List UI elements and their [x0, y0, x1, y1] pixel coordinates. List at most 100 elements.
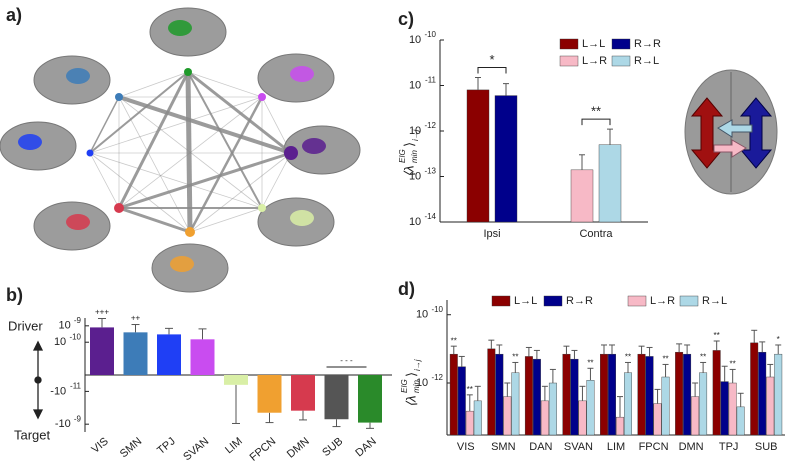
node [184, 68, 192, 76]
y-tick-exponent: -10 [424, 30, 436, 39]
bar [90, 327, 114, 375]
node [258, 204, 266, 212]
bar [637, 353, 646, 436]
bar [495, 353, 504, 436]
y-tick-exponent: -10 [69, 332, 81, 341]
x-tick-label: LIM [607, 441, 625, 453]
node [284, 146, 298, 160]
y-tick-exponent: -11 [70, 382, 82, 391]
bar [224, 375, 248, 385]
x-tick-label: TPJ [719, 441, 739, 453]
x-tick-label: DAN [529, 441, 552, 453]
driver-target-arrow [32, 340, 44, 420]
ylabel-sup: EIG [400, 379, 409, 393]
edge [261, 96, 292, 154]
significance: ** [512, 353, 518, 362]
bar [358, 375, 382, 423]
bar [586, 380, 595, 436]
x-tick-label: DMN [285, 435, 312, 460]
bar [570, 169, 594, 223]
bar [540, 400, 549, 436]
ylabel-close: ⟩ [401, 142, 416, 147]
x-tick-label: SVAN [564, 441, 593, 453]
panel-label: d) [398, 279, 415, 299]
significance-bracket [477, 66, 507, 74]
edge [187, 71, 263, 209]
x-tick-label: SUB [755, 441, 778, 453]
legend-swatch [627, 295, 647, 307]
significance: * [777, 335, 780, 344]
edge [189, 207, 263, 233]
y-axis-label: ⟨λ EIG min ⟩i→j [398, 129, 420, 177]
bar [699, 372, 708, 436]
node [185, 227, 195, 237]
edge [89, 96, 263, 154]
y-tick-label: 10 [54, 336, 66, 348]
bar [683, 353, 692, 436]
bar [157, 334, 181, 375]
legend-swatch [611, 55, 631, 67]
bar [562, 353, 571, 436]
bar [324, 375, 349, 420]
significance: ** [451, 336, 457, 345]
significance: - - - [340, 356, 353, 365]
y-tick-exponent: -11 [425, 76, 437, 85]
bar [598, 144, 622, 223]
y-tick-label: 10 [409, 170, 421, 182]
bar [645, 356, 654, 436]
ylabel-close: ⟩ [403, 372, 418, 377]
significance: ** [714, 331, 720, 340]
x-tick-label: LIM [223, 435, 245, 456]
significance: * [489, 52, 494, 67]
y-tick-exponent: -13 [424, 167, 436, 176]
edge [187, 71, 263, 98]
bar [457, 366, 466, 436]
y-tick-exponent: -12 [431, 373, 443, 382]
bar [257, 375, 282, 413]
bar [712, 350, 721, 436]
bar [578, 400, 587, 436]
significance: ** [587, 358, 593, 367]
bar [123, 332, 148, 375]
y-tick-exponent: -10 [431, 305, 443, 314]
edge [118, 96, 191, 233]
y-tick-label: -10 [50, 385, 66, 397]
legend-swatch [559, 55, 579, 67]
bar [600, 353, 608, 436]
legend-swatch [679, 295, 699, 307]
x-tick-label: TPJ [155, 435, 178, 457]
bar [774, 353, 783, 436]
brain-region [66, 214, 90, 230]
edge [118, 96, 263, 209]
y-tick-label: 10 [409, 125, 421, 137]
legend-label: L→L [582, 38, 605, 50]
y-tick-label: 10 [59, 320, 71, 332]
significance: ** [467, 385, 473, 394]
bar [758, 351, 767, 436]
panel-label: a) [6, 5, 22, 25]
bar [291, 375, 315, 411]
x-tick-label: SUB [320, 435, 345, 459]
bar [691, 396, 700, 436]
legend-label: R→R [566, 295, 593, 307]
x-tick-label: DAN [353, 435, 379, 459]
bar [675, 351, 684, 436]
brain-region [170, 256, 194, 272]
edge [261, 152, 292, 209]
significance: ** [662, 355, 668, 364]
edge [118, 71, 189, 98]
y-tick-exponent: -9 [74, 414, 82, 423]
legend-label: L→R [582, 55, 607, 67]
bar [494, 95, 518, 223]
x-tick-label: FPCN [248, 435, 279, 463]
edge [117, 71, 190, 209]
legend-label: R→L [634, 55, 659, 67]
edge [189, 152, 292, 233]
x-tick-label: SMN [118, 435, 144, 460]
y-tick-label: 10 [416, 309, 428, 321]
bar [449, 353, 458, 436]
legend-label: R→L [702, 295, 727, 307]
node [115, 93, 123, 101]
bar [720, 381, 729, 436]
